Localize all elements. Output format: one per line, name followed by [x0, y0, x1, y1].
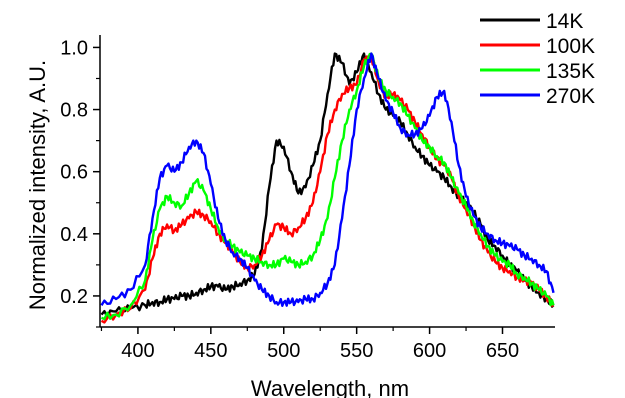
x-axis-label: Wavelength, nm	[251, 376, 409, 398]
y-tick-label: 0.6	[60, 162, 88, 184]
x-tick-label: 450	[194, 340, 227, 362]
x-tick-label: 400	[121, 340, 154, 362]
legend-label-270k: 270K	[546, 85, 595, 108]
y-axis-ticks: 0.2 0.4 0.6 0.8 1.0	[60, 37, 100, 328]
series-line-14k	[100, 52, 555, 319]
y-tick-label: 0.2	[60, 286, 88, 308]
y-tick-label: 0.4	[60, 224, 88, 246]
y-tick-label: 1.0	[60, 37, 88, 59]
legend-label-14k: 14K	[546, 10, 583, 33]
legend-label-100k: 100K	[546, 35, 595, 58]
series-line-270k	[100, 52, 555, 307]
x-tick-label: 650	[486, 340, 519, 362]
x-tick-label: 500	[267, 340, 300, 362]
series-line-135k	[100, 52, 555, 321]
y-tick-label: 0.8	[60, 100, 88, 122]
legend-label-135k: 135K	[546, 60, 595, 83]
x-axis-ticks: 400 450 500 550 600 650	[100, 327, 519, 362]
x-tick-label: 600	[413, 340, 446, 362]
series-lines	[100, 52, 555, 324]
y-axis-label: Normalized intensity, A.U.	[25, 60, 50, 310]
x-tick-label: 550	[340, 340, 373, 362]
